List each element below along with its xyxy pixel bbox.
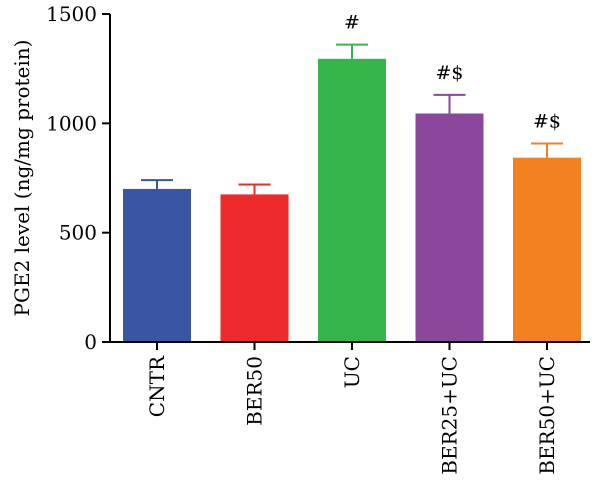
y-tick-label-2: 1000 xyxy=(46,111,97,135)
x-tick-label-2: UC xyxy=(340,356,364,388)
significance-labels-group: # #$ #$ xyxy=(344,12,561,133)
x-tick-label-4: BER50+UC xyxy=(535,356,559,475)
significance-label-2: # xyxy=(344,12,360,34)
bar-3 xyxy=(415,113,484,342)
bar-1 xyxy=(220,194,289,342)
y-tick-label-0: 0 xyxy=(84,330,97,354)
y-axis: 0 500 1000 1500 xyxy=(46,2,111,354)
bars-group xyxy=(123,58,581,343)
x-tick-label-3: BER25+UC xyxy=(438,356,462,475)
significance-label-3: #$ xyxy=(435,62,463,84)
y-axis-label: PGE2 level (ng/mg protein) xyxy=(10,40,34,317)
significance-label-4: #$ xyxy=(533,110,561,132)
x-tick-label-1: BER50 xyxy=(243,356,267,426)
bar-0 xyxy=(123,188,191,342)
y-tick-label-1: 500 xyxy=(59,221,97,245)
bar-4 xyxy=(513,157,581,342)
x-axis: CNTR BER50 UC BER25+UC BER50+UC xyxy=(110,341,590,475)
x-tick-label-0: CNTR xyxy=(145,355,169,417)
error-bars-group xyxy=(141,43,563,195)
y-tick-label-3: 1500 xyxy=(46,2,97,26)
bar-2 xyxy=(318,58,386,343)
